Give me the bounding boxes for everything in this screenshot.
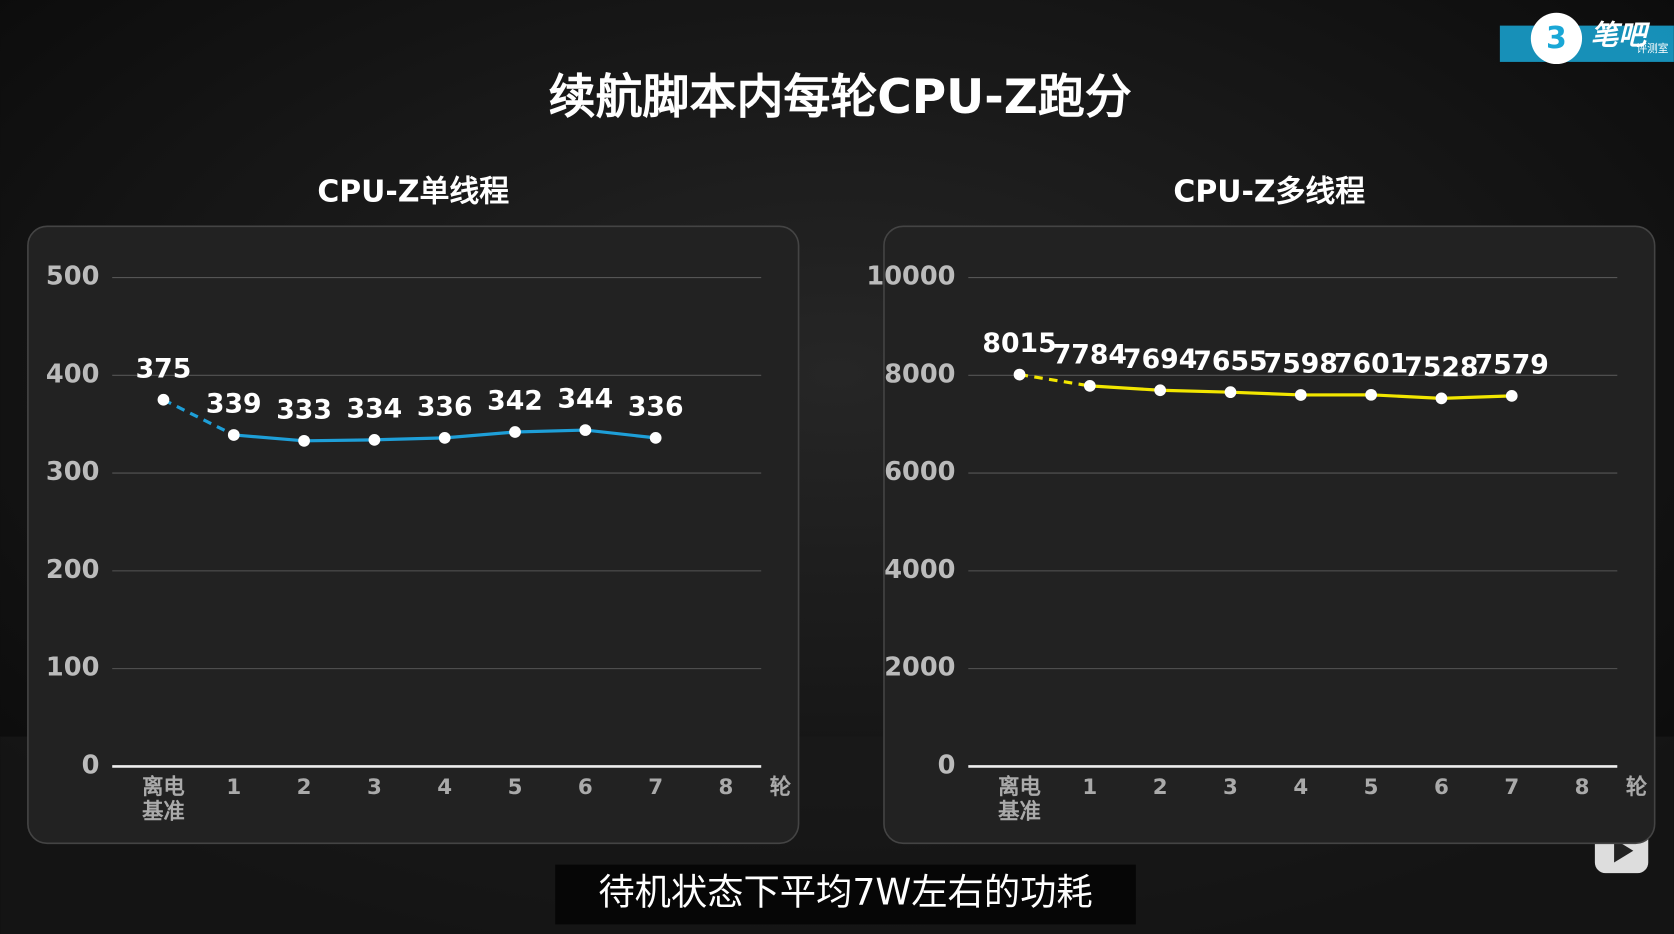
- y-tick-label: 0: [82, 750, 100, 780]
- chart-title: CPU-Z多线程: [1173, 175, 1365, 210]
- panel: [27, 225, 800, 845]
- x-axis-label: 轮: [770, 774, 792, 800]
- data-label: 333: [276, 394, 332, 425]
- y-tick-label: 400: [46, 359, 99, 389]
- data-label: 336: [417, 391, 473, 422]
- y-tick-label: 500: [46, 262, 99, 292]
- x-axis-label: 轮: [1626, 774, 1648, 800]
- x-tick-label: 1: [1082, 775, 1097, 800]
- x-tick-label: 7: [1504, 775, 1519, 800]
- caption: 待机状态下平均7W左右的功耗: [598, 871, 1092, 914]
- data-label: 7601: [1334, 348, 1408, 379]
- data-label: 334: [347, 393, 403, 424]
- x-tick-label: 3: [367, 775, 382, 800]
- x-tick-label: 8: [719, 775, 734, 800]
- x-tick-label: 4: [1293, 775, 1308, 800]
- x-tick-label: 离电基准: [142, 774, 185, 825]
- y-tick-label: 8000: [884, 359, 955, 389]
- data-point: [368, 433, 381, 446]
- play-glyph: [1614, 838, 1634, 863]
- y-tick-label: 100: [46, 653, 99, 683]
- data-point: [227, 429, 240, 441]
- data-point: [438, 432, 451, 444]
- x-tick-label: 6: [578, 775, 593, 800]
- data-point: [509, 426, 521, 438]
- data-point: [157, 393, 170, 406]
- y-tick-label: 200: [46, 555, 99, 585]
- data-point: [1294, 389, 1307, 401]
- page-title: 续航脚本内每轮CPU-Z跑分: [549, 70, 1132, 125]
- panel: [883, 225, 1656, 845]
- y-tick-label: 300: [46, 457, 99, 487]
- data-label: 7784: [1053, 339, 1127, 370]
- data-label: 7528: [1404, 352, 1478, 383]
- logo-sub: 评测室: [1637, 42, 1669, 55]
- data-label: 7655: [1193, 346, 1267, 377]
- data-point: [1083, 379, 1096, 392]
- x-tick-label: 7: [648, 775, 663, 800]
- data-point: [1505, 390, 1518, 402]
- data-label: 339: [206, 389, 262, 420]
- data-point: [1154, 384, 1167, 397]
- y-tick-label: 0: [938, 750, 956, 780]
- data-label: 7598: [1264, 349, 1338, 380]
- dashed-segment: [162, 398, 235, 437]
- y-tick-label: 6000: [884, 457, 955, 487]
- x-tick-label: 6: [1434, 775, 1449, 800]
- data-point: [298, 434, 310, 447]
- x-tick-label: 5: [508, 775, 523, 800]
- logo-band: [1499, 25, 1674, 62]
- x-tick-label: 4: [437, 775, 452, 800]
- data-label: 344: [558, 384, 614, 415]
- data-label: 8015: [982, 328, 1056, 359]
- logo-badge: [1530, 12, 1583, 65]
- y-tick-label: 10000: [866, 262, 955, 292]
- y-tick-label: 2000: [884, 653, 955, 683]
- data-label: 336: [628, 391, 684, 422]
- data-point: [1365, 388, 1377, 401]
- data-label: 375: [136, 353, 192, 384]
- x-tick-label: 8: [1575, 775, 1590, 800]
- chart-title: CPU-Z单线程: [317, 175, 509, 210]
- data-point: [1013, 368, 1026, 381]
- data-point: [1435, 392, 1448, 405]
- y-tick-label: 4000: [884, 555, 955, 585]
- x-tick-label: 2: [297, 775, 312, 800]
- data-point: [1224, 386, 1237, 399]
- data-label: 7694: [1123, 344, 1197, 375]
- x-tick-label: 2: [1153, 775, 1168, 800]
- data-point: [579, 424, 592, 436]
- data-point: [649, 432, 662, 444]
- dashed-segment: [1019, 372, 1091, 388]
- x-tick-label: 5: [1364, 775, 1379, 800]
- data-label: 342: [487, 386, 543, 417]
- data-label: 7579: [1475, 350, 1549, 381]
- logo-name: 笔吧: [1591, 18, 1651, 51]
- logo-mark: 3: [1546, 21, 1567, 56]
- x-tick-label: 3: [1223, 775, 1238, 800]
- caption-bg: [555, 864, 1136, 925]
- x-tick-label: 离电基准: [998, 774, 1041, 825]
- x-tick-label: 1: [226, 775, 241, 800]
